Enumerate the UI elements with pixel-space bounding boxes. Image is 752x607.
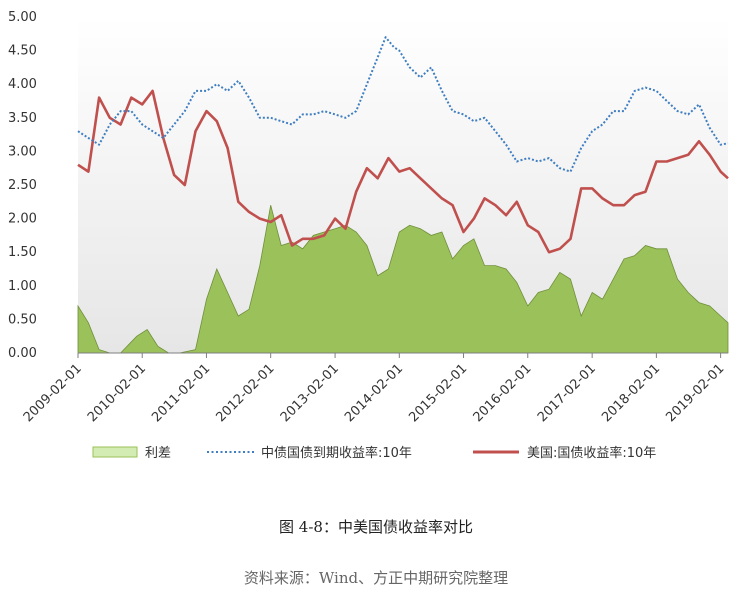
- spread-area-layer: [77, 205, 729, 354]
- x-tick-label: 2016-02-01: [471, 361, 535, 425]
- legend-label-us: 美国:国债收益率:10年: [527, 445, 656, 461]
- x-tick-label: 2015-02-01: [406, 361, 470, 425]
- x-tick-label: 2019-02-01: [663, 361, 727, 425]
- cn-yield-layer: [77, 36, 729, 173]
- y-tick-label: 0.00: [8, 346, 37, 361]
- y-tick-label: 5.00: [8, 10, 37, 25]
- x-tick-label: 2013-02-01: [278, 361, 342, 425]
- series-spread-area: [77, 205, 729, 354]
- x-tick-label: 2009-02-01: [21, 361, 85, 425]
- source-caption: 资料来源：Wind、方正中期研究院整理: [243, 569, 509, 587]
- legend-swatch-spread: [92, 446, 138, 458]
- y-tick-label: 2.00: [8, 212, 37, 227]
- y-tick-label: 1.00: [8, 279, 37, 294]
- legend-label-spread: 利差: [145, 446, 171, 461]
- legend-label-cn: 中债国债到期收益率:10年: [261, 445, 412, 461]
- us-yield-layer: [77, 89, 729, 254]
- x-tick-label: 2012-02-01: [213, 361, 277, 425]
- legend: 利差 中债国债到期收益率:10年 美国:国债收益率:10年: [92, 445, 656, 461]
- x-tick-label: 2011-02-01: [149, 361, 213, 425]
- y-tick-label: 4.00: [8, 77, 37, 92]
- figure-caption: 图 4-8：中美国债收益率对比: [279, 518, 473, 536]
- y-tick-label: 4.50: [8, 44, 37, 59]
- y-tick-label: 1.50: [8, 245, 37, 260]
- x-tick-label: 2018-02-01: [599, 361, 663, 425]
- x-tick-label: 2017-02-01: [535, 361, 599, 425]
- x-axis-ticks: 2009-02-01 2010-02-01 2011-02-01 2012-02-01…: [21, 353, 727, 425]
- y-tick-label: 2.50: [8, 178, 37, 193]
- series-cn-yield: [77, 36, 729, 173]
- y-axis-ticks: 0.00 0.50 1.00 1.50 2.00 2.50 3.00 3.50 4.00 4.50…: [8, 10, 37, 361]
- y-tick-label: 3.50: [8, 111, 37, 126]
- chart: 0.00 0.50 1.00 1.50 2.00 2.50 3.00 3.50 4.00 4.50…: [8, 10, 729, 461]
- x-tick-label: 2014-02-01: [342, 361, 406, 425]
- y-tick-label: 0.50: [8, 312, 37, 327]
- x-tick-label: 2010-02-01: [85, 361, 149, 425]
- y-tick-label: 3.00: [8, 144, 37, 159]
- series-us-yield: [77, 89, 729, 254]
